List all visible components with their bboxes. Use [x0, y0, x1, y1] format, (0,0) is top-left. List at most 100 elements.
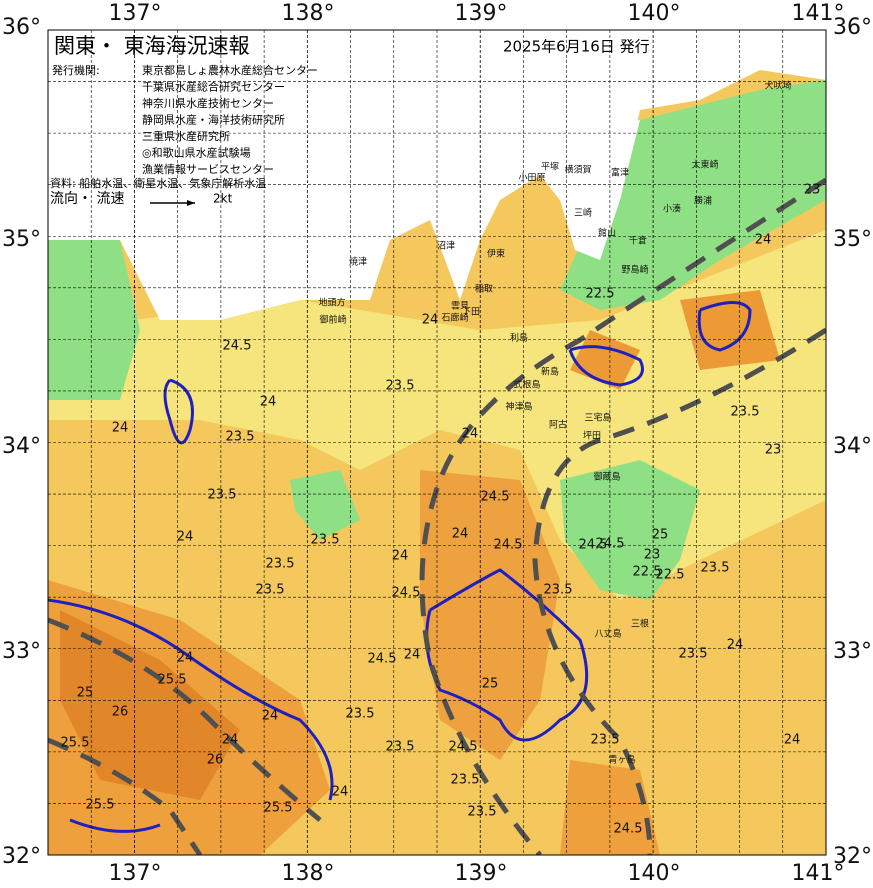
lat-label: 32°: [2, 844, 41, 869]
isotherm-label: 23.5: [451, 773, 480, 788]
place-name: 新島: [541, 366, 559, 378]
isotherm-label: 23.5: [226, 430, 255, 445]
legend-scale: 2kt: [213, 192, 233, 206]
title: 関東・ 東海海況速報: [54, 34, 250, 58]
place-name: 富津: [611, 167, 629, 179]
isotherm-label: 25: [652, 528, 669, 543]
place-name: 小湊: [663, 203, 681, 215]
isotherm-label: 24.5: [596, 537, 625, 552]
lon-label: 138°: [282, 1, 335, 26]
isotherm-label: 24.5: [494, 538, 523, 553]
place-name: 利島: [510, 332, 528, 344]
isotherm-label: 24: [404, 648, 421, 663]
place-name: 館山: [598, 227, 616, 239]
graticule: [48, 30, 826, 855]
isotherm-label: 22.5: [633, 565, 662, 580]
agency: 神奈川県水産技術センター: [142, 96, 274, 110]
place-name: 三根: [631, 618, 649, 630]
place-name: 雲見: [451, 301, 469, 312]
isotherm-label: 25.5: [158, 673, 187, 688]
isotherm-label: 26: [207, 753, 224, 768]
isotherm-label: 24: [332, 785, 349, 800]
agency: 静岡県水産・海洋技術研究所: [142, 113, 285, 127]
current-axis: [48, 177, 826, 855]
place-name: 焼津: [349, 257, 367, 268]
place-name: 神津島: [505, 401, 532, 413]
isotherm-label: 23.5: [386, 379, 415, 394]
lon-label: 139°: [455, 861, 508, 886]
lon-label: 141°: [792, 861, 845, 886]
legend-label: 流向・ 流速: [50, 191, 124, 207]
isotherm-label: 24: [392, 549, 409, 564]
lat-label: 36°: [2, 15, 41, 40]
legend-arrowhead: [187, 200, 195, 206]
lon-label: 137°: [109, 861, 162, 886]
lat-label: 32°: [833, 844, 872, 869]
isotherm-label: 23.5: [311, 533, 340, 548]
place-name: 勝浦: [694, 195, 712, 207]
isotherm-label: 23.5: [591, 733, 620, 748]
place-name: 式根島: [513, 379, 540, 391]
isotherm-label: 24: [177, 651, 194, 666]
isotherm-label: 24.5: [392, 586, 421, 601]
isotherm-label: 24: [727, 638, 744, 653]
lat-label: 36°: [833, 15, 872, 40]
isotherm-label: 24: [422, 313, 439, 328]
place-name: 太東崎: [691, 159, 718, 171]
isotherm-label: 23.5: [468, 805, 497, 820]
isotherm-label: 24.5: [614, 822, 643, 837]
place-name: 三宅島: [584, 412, 611, 424]
isotherm-label: 24: [262, 709, 279, 724]
lon-label: 140°: [628, 861, 681, 886]
place-name: 沼津: [437, 241, 455, 252]
map-frame: [47, 29, 827, 856]
isotherm-label: 24.5: [579, 538, 608, 553]
place-name: 青ヶ島: [608, 754, 635, 766]
isotherm-label: 25: [482, 677, 499, 692]
lat-label: 33°: [2, 639, 41, 664]
place-name: 坪田: [583, 431, 601, 442]
isotherm-label: 24: [452, 527, 469, 542]
isotherm-label: 23: [765, 443, 782, 458]
lon-label: 140°: [628, 1, 681, 26]
isotherm-label: 23.5: [386, 740, 415, 755]
place-name: 小田原: [518, 173, 545, 184]
place-name: 犬吠埼: [764, 80, 791, 92]
agency: 漁業情報サービスセンター: [142, 162, 274, 176]
isotherm-label: 23: [804, 183, 821, 198]
place-name: 八丈島: [594, 628, 621, 640]
place-name: 石廊崎: [441, 312, 468, 324]
lon-label: 141°: [792, 1, 845, 26]
isotherm-24: [48, 301, 752, 833]
isotherm-label: 25.5: [264, 801, 293, 816]
isotherm-label: 23.5: [701, 561, 730, 576]
isotherm-label: 25.5: [86, 798, 115, 813]
place-name: 御蔵島: [593, 471, 620, 483]
isotherm-label: 24.5: [481, 490, 510, 505]
isotherm-label: 26: [112, 705, 129, 720]
source: 資料: 船舶水温、衛星水温、気象庁解析水温: [50, 176, 266, 190]
lon-label: 138°: [282, 861, 335, 886]
isotherm-label: 23.5: [679, 647, 708, 662]
place-name: 地頭方: [318, 297, 345, 309]
isotherm-label: 24: [260, 395, 277, 410]
place-name: 稲取: [475, 283, 493, 295]
isotherm-label: 22.5: [586, 287, 615, 302]
issue-date: 2025年6月16日 発行: [503, 38, 650, 56]
isotherm-label: 24.5: [223, 339, 252, 354]
place-name: 阿古: [549, 419, 567, 431]
agency: 三重県水産研究所: [142, 129, 230, 143]
place-name: 千倉: [629, 235, 647, 247]
isotherm-label: 23: [644, 548, 661, 563]
isotherm-label: 24: [177, 530, 194, 545]
lon-label: 139°: [455, 1, 508, 26]
isotherm-label: 24: [755, 233, 772, 248]
isotherm-label: 23.5: [266, 557, 295, 572]
isotherm-label: 24.5: [368, 652, 397, 667]
agency: 東京都島しょ農林水産総合センター: [142, 63, 318, 77]
lat-label: 33°: [833, 639, 872, 664]
place-name: 三崎: [574, 207, 592, 219]
agency: 千葉県水産総合研究センター: [142, 80, 285, 94]
isotherm-label: 24: [462, 427, 479, 442]
